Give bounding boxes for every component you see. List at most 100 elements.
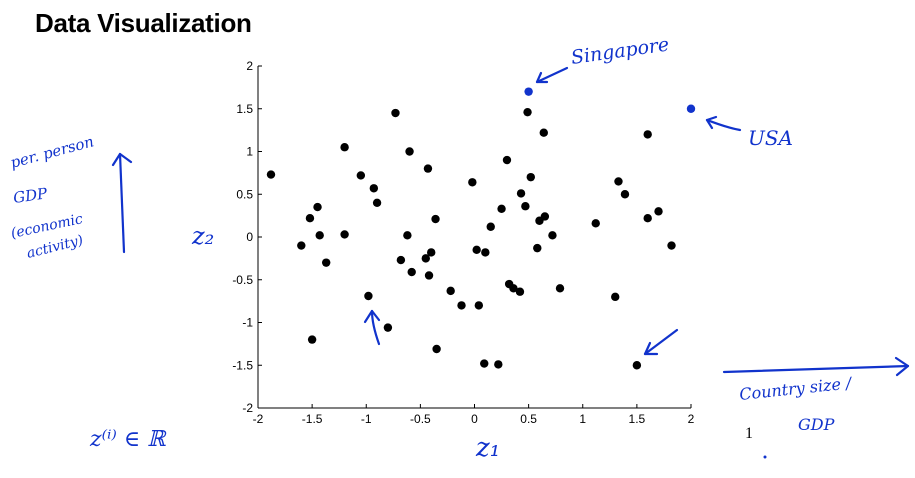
x-tick-label: 0	[471, 412, 478, 426]
x-tick-label: -2	[253, 412, 264, 426]
data-point	[266, 170, 276, 179]
data-point	[548, 231, 557, 240]
data-point	[486, 222, 495, 231]
y-axis-label: z₂	[191, 222, 214, 250]
usa-label: USA	[748, 126, 793, 150]
data-points	[266, 87, 696, 370]
y-axis-note: per. person GDP (economic activity)	[8, 132, 133, 262]
data-point	[474, 301, 484, 310]
data-point	[315, 231, 324, 240]
data-point	[421, 254, 430, 263]
data-point	[481, 248, 490, 257]
data-point	[526, 172, 535, 182]
x-tick-label: -1	[361, 412, 372, 426]
singapore-arrow	[535, 66, 569, 84]
slide-title: Data Visualization	[35, 8, 252, 38]
up-arrow	[370, 309, 381, 346]
data-point	[620, 190, 630, 199]
data-point	[305, 213, 315, 223]
data-point	[515, 287, 525, 296]
data-point	[431, 214, 440, 224]
data-point	[356, 171, 366, 180]
usa-arrow	[705, 118, 742, 132]
data-point	[521, 202, 530, 211]
data-point	[432, 344, 441, 354]
stray-dot	[763, 455, 767, 459]
x-tick-label: 1.5	[629, 412, 646, 426]
y-note-line-2: GDP	[12, 184, 49, 207]
data-point	[497, 204, 506, 213]
x-axis-note: Country size / GDP	[722, 356, 910, 434]
data-point	[502, 155, 512, 165]
data-point	[591, 219, 600, 228]
tick-labels: -2 -1.5 -1 -0.5 0 0.5 1 1.5 2 2 1.5 1 0.5 0 -0.5 -1 -1.5…	[232, 59, 694, 426]
data-point	[372, 198, 382, 207]
y-tick-label: 1.5	[236, 102, 253, 116]
x-axis-label: z₁	[475, 433, 500, 463]
data-point	[540, 212, 550, 221]
data-point	[614, 177, 623, 186]
data-point	[369, 184, 379, 193]
usa-annotation: USA	[705, 115, 793, 150]
data-point	[686, 104, 696, 113]
data-point	[340, 143, 349, 152]
y-tick-label: -1	[242, 316, 253, 330]
x-tick-label: -1.5	[302, 412, 323, 426]
data-point	[405, 147, 414, 156]
x-tick-label: 0.5	[520, 412, 537, 426]
data-point	[407, 267, 416, 277]
data-point	[313, 202, 322, 212]
data-point	[480, 359, 489, 368]
x-note-line-1: Country size /	[738, 373, 853, 404]
data-point	[472, 245, 481, 255]
data-point	[494, 360, 503, 369]
y-tick-label: 0.5	[236, 187, 253, 201]
x-note-line-2: GDP	[798, 415, 835, 434]
y-note-arrowhead	[111, 152, 133, 167]
data-point	[446, 286, 455, 296]
data-point	[523, 107, 532, 117]
x-tick-label: 2	[688, 412, 695, 426]
data-point	[403, 231, 412, 240]
y-tick-label: -1.5	[232, 358, 253, 372]
y-tick-label: 2	[246, 59, 253, 73]
data-point	[321, 258, 331, 267]
down-arrowhead	[643, 341, 659, 356]
y-note-arrow	[118, 152, 126, 254]
data-point	[383, 323, 393, 332]
data-point	[396, 255, 406, 265]
usa-arrowhead	[705, 115, 718, 130]
y-tick-label: 1	[246, 145, 253, 159]
data-point	[391, 108, 400, 118]
data-point	[611, 292, 620, 302]
data-point	[468, 178, 477, 187]
data-point	[643, 130, 652, 139]
y-tick-label: -2	[242, 401, 253, 415]
singapore-annotation: Singapore	[535, 33, 670, 84]
data-point	[424, 271, 434, 280]
data-point	[524, 87, 533, 96]
data-point	[364, 291, 373, 301]
plot-axes	[257, 65, 692, 409]
data-point	[457, 301, 466, 310]
data-point	[643, 213, 652, 223]
data-point	[427, 248, 436, 257]
y-tick-label: -0.5	[232, 273, 253, 287]
data-point	[555, 284, 565, 293]
x-note-arrowhead	[894, 356, 910, 377]
data-point	[340, 230, 349, 239]
data-point	[516, 189, 526, 198]
data-point	[539, 128, 548, 137]
up-arrowhead	[363, 309, 381, 324]
stray-number: 1	[745, 425, 753, 442]
data-point	[654, 207, 663, 216]
down-arrow	[643, 328, 679, 356]
data-point	[632, 361, 642, 370]
data-point	[297, 241, 306, 250]
z-domain-note: z⁽ⁱ⁾ ∈ ℝ	[89, 427, 167, 452]
y-note-line-1: per. person	[8, 132, 95, 172]
x-tick-label: 1	[579, 412, 586, 426]
y-tick-label: 0	[246, 230, 253, 244]
data-point	[423, 164, 433, 173]
